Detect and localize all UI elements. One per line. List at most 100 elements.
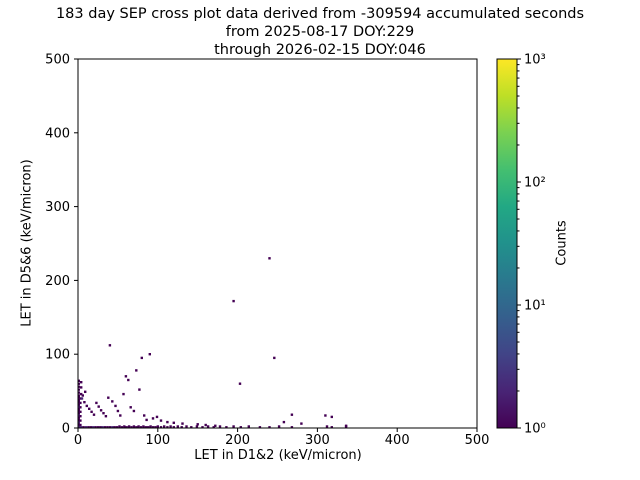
data-point	[79, 397, 82, 400]
data-point	[78, 379, 80, 382]
chart-title: 183 day SEP cross plot data derived from…	[55, 6, 585, 22]
data-point	[239, 426, 242, 428]
data-point	[78, 403, 80, 406]
data-point	[125, 426, 128, 428]
data-point	[111, 400, 114, 403]
data-point	[176, 425, 179, 428]
y-axis-label: LET in D5&6 (keV/micron)	[19, 159, 35, 327]
data-point	[344, 424, 348, 427]
data-point	[78, 385, 80, 388]
data-point	[232, 299, 235, 303]
data-point	[185, 425, 188, 428]
data-point	[95, 401, 98, 405]
data-point	[119, 414, 122, 417]
data-point	[127, 378, 130, 382]
data-point	[99, 426, 102, 428]
data-point	[156, 425, 159, 428]
data-point	[268, 257, 271, 260]
data-point	[78, 391, 80, 394]
data-point	[116, 409, 120, 413]
x-tick-label: 300	[305, 433, 330, 448]
data-point	[273, 356, 276, 360]
data-point	[97, 405, 100, 408]
x-tick-label: 500	[465, 433, 490, 448]
data-point	[148, 353, 151, 356]
data-point	[88, 407, 91, 410]
axes-frame	[77, 58, 478, 429]
data-point	[118, 425, 121, 428]
data-point	[290, 426, 294, 428]
data-point	[300, 422, 303, 425]
data-point	[166, 420, 169, 424]
data-point	[159, 419, 163, 422]
y-tick-label: 400	[45, 126, 70, 141]
data-point	[277, 425, 281, 428]
data-point	[330, 415, 333, 419]
data-point	[80, 386, 83, 389]
data-point	[204, 423, 207, 427]
data-point	[166, 426, 169, 428]
data-point	[330, 426, 333, 428]
data-point	[78, 414, 80, 417]
data-point	[80, 392, 83, 396]
data-point	[83, 401, 86, 404]
data-point	[79, 410, 82, 413]
data-point	[325, 425, 329, 428]
data-point	[115, 426, 119, 428]
data-point	[104, 415, 108, 418]
colorbar-tick-label: 10²	[524, 176, 546, 191]
data-point	[190, 426, 193, 428]
data-point	[268, 426, 271, 428]
data-point	[108, 426, 112, 428]
data-point	[132, 409, 136, 413]
data-point	[206, 425, 210, 428]
data-point	[212, 426, 215, 428]
data-point	[238, 382, 242, 385]
data-point	[80, 426, 83, 428]
colorbar	[496, 58, 518, 429]
data-point	[78, 396, 80, 399]
data-point	[114, 404, 117, 408]
data-point	[85, 404, 88, 408]
data-point	[78, 405, 80, 408]
x-tick-label: 200	[225, 433, 250, 448]
data-point	[154, 426, 157, 428]
data-point	[324, 414, 327, 417]
data-point	[78, 398, 80, 402]
data-point	[196, 423, 199, 426]
data-point	[163, 425, 166, 428]
data-point	[159, 426, 163, 428]
data-point	[92, 413, 96, 416]
data-point	[151, 417, 155, 420]
data-point	[139, 426, 143, 428]
data-point	[80, 381, 83, 384]
data-point	[78, 409, 80, 413]
y-tick-label: 300	[45, 200, 70, 215]
data-point	[181, 422, 184, 425]
data-point	[78, 388, 80, 391]
data-point	[89, 426, 92, 428]
data-point	[103, 426, 107, 428]
data-point	[124, 375, 128, 378]
colorbar-tick-label: 10⁰	[524, 422, 546, 437]
data-point	[135, 369, 138, 372]
data-point	[106, 426, 109, 428]
data-point	[214, 424, 217, 427]
y-tick-label: 100	[45, 348, 70, 363]
data-point	[127, 425, 131, 428]
data-point	[122, 392, 125, 396]
data-point	[258, 426, 262, 428]
data-point	[195, 425, 199, 428]
x-tick-label: 400	[385, 433, 410, 448]
data-point	[82, 426, 85, 428]
data-point	[79, 423, 82, 427]
data-point	[151, 426, 155, 428]
data-point	[84, 390, 87, 393]
data-point	[138, 388, 141, 391]
data-point	[107, 396, 110, 399]
data-point	[172, 421, 175, 424]
data-point	[78, 401, 80, 404]
y-tick-label: 500	[45, 53, 70, 68]
data-point	[96, 426, 100, 428]
